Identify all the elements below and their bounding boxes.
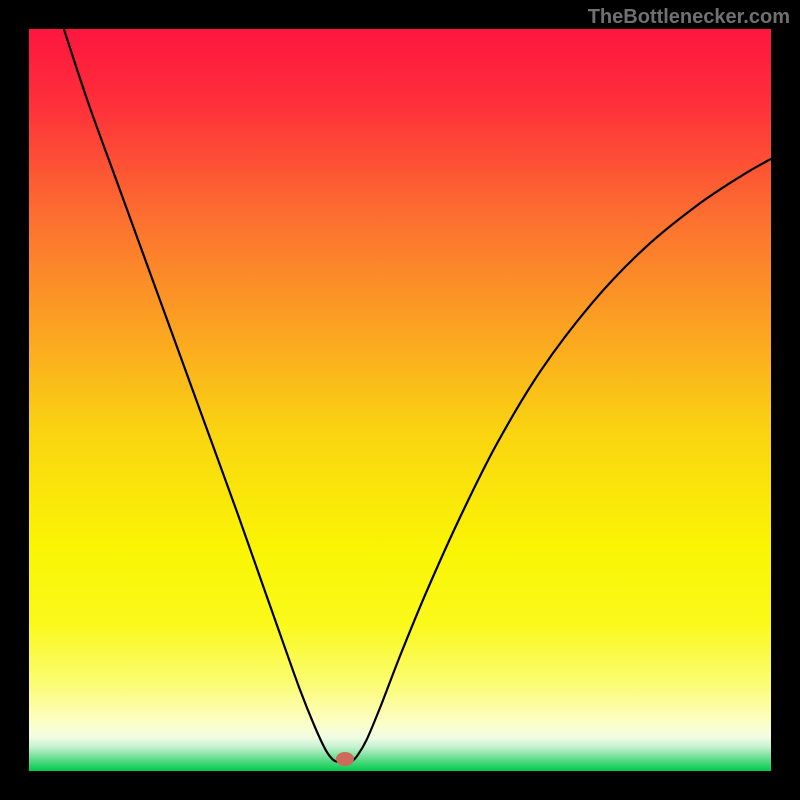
watermark-text: TheBottlenecker.com xyxy=(588,6,790,29)
bottleneck-curve xyxy=(29,29,771,771)
curve-left-branch xyxy=(64,29,339,762)
curve-right-branch xyxy=(351,159,771,762)
plot-area xyxy=(29,29,771,771)
